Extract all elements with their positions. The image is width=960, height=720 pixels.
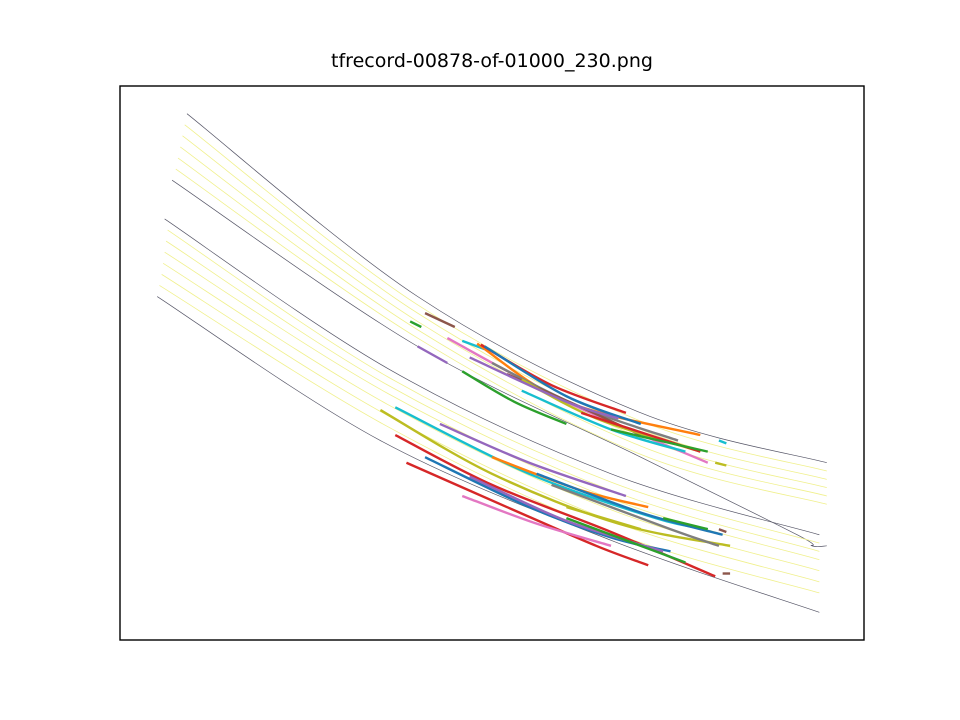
trajectory-line-30 bbox=[565, 516, 686, 564]
trajectory-line-19 bbox=[379, 409, 731, 547]
trajectory-line-12 bbox=[461, 370, 567, 426]
trajectory-line-28 bbox=[461, 494, 612, 547]
trajectory-line-31 bbox=[662, 516, 709, 531]
road-edge-line-3 bbox=[164, 218, 820, 536]
lane-line-7 bbox=[165, 240, 820, 552]
lane-lines-layer bbox=[159, 124, 827, 594]
trajectory-line-1 bbox=[424, 312, 456, 329]
trajectory-line-14 bbox=[469, 356, 619, 420]
lane-line-5 bbox=[175, 168, 827, 505]
trajectory-line-13 bbox=[521, 389, 686, 453]
lane-line-9 bbox=[162, 262, 820, 572]
trajectory-line-21 bbox=[439, 422, 627, 498]
trajectory-line-7 bbox=[417, 345, 448, 365]
trajectory-line-16 bbox=[610, 428, 709, 453]
trajectory-line-3 bbox=[461, 339, 485, 351]
lane-line-1 bbox=[184, 124, 827, 472]
trajectory-line-33 bbox=[718, 528, 727, 534]
lane-line-8 bbox=[164, 251, 820, 561]
lane-line-6 bbox=[167, 229, 820, 544]
trajectory-line-18 bbox=[714, 461, 727, 467]
trajectory-line-5 bbox=[480, 343, 627, 414]
trajectory-line-24 bbox=[551, 483, 720, 547]
trajectories-layer bbox=[379, 312, 731, 578]
lane-line-10 bbox=[161, 274, 820, 583]
trajectory-line-17 bbox=[718, 439, 727, 445]
lane-line-4 bbox=[177, 157, 827, 497]
road-edges-layer bbox=[157, 113, 827, 613]
trajectory-line-27 bbox=[405, 461, 649, 567]
lane-line-11 bbox=[159, 285, 820, 594]
trajectory-line-2 bbox=[409, 320, 422, 329]
road-edge-line-2 bbox=[171, 179, 827, 547]
chart-title: tfrecord-00878-of-01000_230.png bbox=[331, 50, 653, 72]
road-edge-line-4 bbox=[157, 296, 820, 613]
axes-frame bbox=[119, 85, 865, 641]
road-edge-line-1 bbox=[186, 113, 827, 464]
trajectory-line-6 bbox=[483, 345, 642, 426]
trajectory-line-32 bbox=[566, 505, 642, 531]
trajectory-line-23 bbox=[536, 472, 723, 536]
